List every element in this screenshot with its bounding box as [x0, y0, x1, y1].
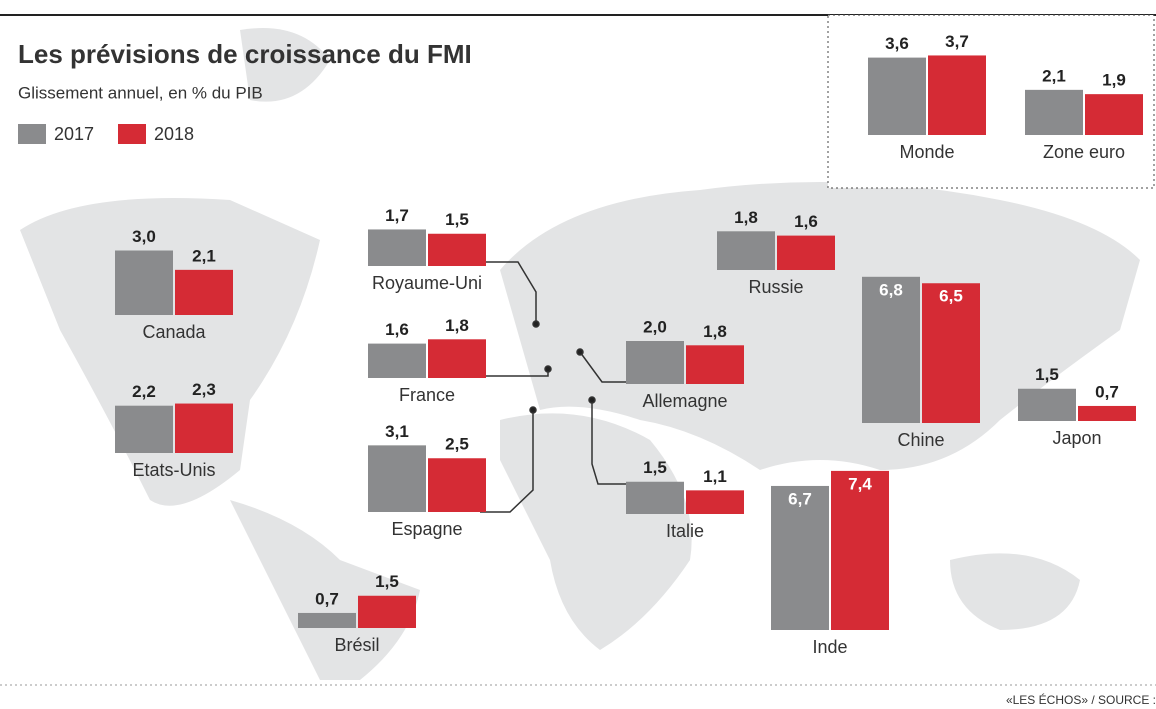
- bar: [428, 233, 486, 266]
- bar: [626, 481, 684, 514]
- bar: [368, 445, 426, 512]
- bar: [428, 339, 486, 378]
- category-label: Japon: [1052, 428, 1101, 448]
- bar: [717, 231, 775, 270]
- value-label: 6,7: [788, 489, 812, 508]
- value-label: 1,7: [385, 206, 409, 225]
- value-label: 1,8: [703, 322, 727, 341]
- value-label: 2,0: [643, 317, 667, 336]
- bar: [771, 485, 829, 630]
- bar: [1078, 405, 1136, 421]
- value-label: 2,3: [192, 380, 216, 399]
- value-label: 1,5: [445, 210, 469, 229]
- bar: [831, 470, 889, 630]
- value-label: 3,6: [885, 34, 909, 53]
- bar: [922, 283, 980, 423]
- category-label: Chine: [897, 430, 944, 450]
- bar: [928, 55, 986, 136]
- bar: [115, 250, 173, 315]
- category-label: Canada: [142, 322, 206, 342]
- value-label: 1,5: [1035, 365, 1059, 384]
- value-label: 0,7: [1095, 382, 1119, 401]
- category-label: Inde: [812, 637, 847, 657]
- bar: [298, 612, 356, 628]
- value-label: 2,1: [1042, 66, 1066, 85]
- value-label: 2,1: [192, 246, 216, 265]
- bar: [368, 343, 426, 378]
- bar: [686, 345, 744, 384]
- bar: [358, 595, 416, 628]
- bar: [115, 405, 173, 453]
- value-label: 1,1: [703, 467, 727, 486]
- value-label: 1,6: [794, 212, 818, 231]
- source: «LES ÉCHOS» / SOURCE : FMI: [1006, 692, 1156, 707]
- value-label: 3,1: [385, 422, 409, 441]
- category-label: Etats-Unis: [132, 460, 215, 480]
- value-label: 2,5: [445, 435, 469, 454]
- category-label: Monde: [899, 142, 954, 162]
- bar: [686, 490, 744, 514]
- value-label: 0,7: [315, 589, 339, 608]
- category-label: Allemagne: [642, 391, 727, 411]
- bar: [1085, 94, 1143, 135]
- category-label: Russie: [748, 277, 803, 297]
- value-label: 1,9: [1102, 71, 1126, 90]
- category-label: Zone euro: [1043, 142, 1125, 162]
- bar: [175, 269, 233, 315]
- chart-subtitle: Glissement annuel, en % du PIB: [18, 83, 263, 102]
- legend-label: 2018: [154, 124, 194, 144]
- legend-swatch: [18, 124, 46, 144]
- category-label: Espagne: [391, 519, 462, 539]
- value-label: 2,2: [132, 382, 156, 401]
- value-label: 1,5: [643, 458, 667, 477]
- category-label: Royaume-Uni: [372, 273, 482, 293]
- legend-label: 2017: [54, 124, 94, 144]
- bar: [777, 235, 835, 270]
- value-label: 7,4: [848, 474, 872, 493]
- bar: [626, 341, 684, 384]
- value-label: 3,0: [132, 227, 156, 246]
- bar: [1025, 89, 1083, 135]
- bar: [368, 229, 426, 266]
- value-label: 6,5: [939, 287, 963, 306]
- bar: [175, 403, 233, 453]
- value-label: 6,8: [879, 280, 903, 299]
- legend-swatch: [118, 124, 146, 144]
- value-label: 1,5: [375, 572, 399, 591]
- bar: [862, 276, 920, 423]
- bar: [868, 57, 926, 135]
- category-label: Italie: [666, 521, 704, 541]
- chart-title: Les prévisions de croissance du FMI: [18, 39, 472, 69]
- category-label: France: [399, 385, 455, 405]
- value-label: 1,6: [385, 320, 409, 339]
- bar: [428, 458, 486, 512]
- value-label: 1,8: [734, 208, 758, 227]
- category-label: Brésil: [334, 635, 379, 655]
- bar: [1018, 388, 1076, 421]
- value-label: 1,8: [445, 316, 469, 335]
- value-label: 3,7: [945, 32, 969, 51]
